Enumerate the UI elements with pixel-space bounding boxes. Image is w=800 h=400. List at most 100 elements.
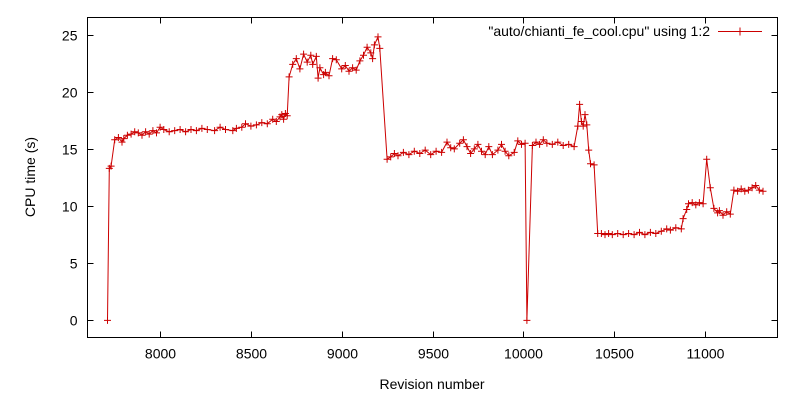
- data-point: [646, 228, 654, 236]
- data-point: [703, 155, 711, 163]
- y-tick-label: 5: [70, 256, 78, 272]
- data-point: [134, 129, 142, 137]
- data-point: [641, 231, 649, 239]
- data-point: [510, 148, 518, 156]
- data-point: [325, 72, 333, 80]
- data-point: [263, 120, 271, 128]
- data-point: [120, 135, 128, 143]
- x-tick-label: 10500: [595, 346, 634, 362]
- data-point: [309, 60, 317, 68]
- data-point: [488, 151, 496, 159]
- data-point: [734, 187, 742, 195]
- data-point: [399, 148, 407, 156]
- data-point: [630, 231, 638, 239]
- data-point: [203, 126, 211, 133]
- data-point: [307, 51, 315, 59]
- data-point: [405, 151, 413, 159]
- data-point: [360, 51, 367, 59]
- y-tick-label: 25: [62, 28, 78, 44]
- data-point: [387, 153, 395, 161]
- data-point: [752, 182, 760, 189]
- data-point: [583, 121, 591, 129]
- y-tick-label: 20: [62, 85, 78, 101]
- data-point: [341, 62, 349, 69]
- data-point: [521, 139, 529, 147]
- data-point: [258, 119, 266, 127]
- data-point: [666, 226, 674, 234]
- data-point: [683, 206, 691, 213]
- data-point: [463, 143, 471, 151]
- data-point: [332, 56, 340, 64]
- legend-marker: [736, 27, 744, 36]
- data-point: [182, 128, 190, 136]
- data-point: [636, 228, 643, 236]
- data-point: [394, 152, 402, 160]
- data-point: [123, 131, 131, 139]
- data-point: [447, 144, 455, 152]
- data-point: [587, 160, 594, 168]
- data-point: [349, 64, 357, 72]
- data-point: [505, 152, 513, 160]
- data-point: [160, 126, 168, 133]
- x-tick-label: 8500: [236, 346, 267, 362]
- data-point: [518, 140, 525, 148]
- data-point: [744, 186, 752, 194]
- data-point: [601, 231, 609, 239]
- data-point: [314, 74, 322, 82]
- data-point: [421, 146, 429, 154]
- y-tick-label: 15: [62, 142, 78, 158]
- data-point: [376, 44, 384, 52]
- data-point: [131, 128, 139, 136]
- series-line: [107, 35, 764, 321]
- data-point: [677, 225, 685, 233]
- data-point: [171, 127, 179, 135]
- data-point: [427, 151, 435, 159]
- data-point: [222, 126, 229, 133]
- data-point: [232, 124, 240, 132]
- data-point: [559, 142, 567, 149]
- data-point: [345, 67, 353, 75]
- data-point: [710, 204, 718, 212]
- data-point: [285, 73, 293, 81]
- data-point: [296, 65, 304, 73]
- data-point: [374, 33, 382, 41]
- x-tick-label: 11000: [687, 346, 725, 362]
- data-point: [597, 230, 605, 237]
- data-point: [548, 140, 556, 148]
- data-point: [577, 118, 585, 125]
- data-point: [316, 64, 324, 72]
- data-point: [303, 58, 311, 66]
- data-point: [554, 138, 562, 146]
- data-point: [280, 115, 288, 123]
- y-tick-label: 10: [62, 199, 78, 215]
- data-point: [216, 123, 224, 131]
- series-layer: [104, 33, 767, 324]
- data-point: [590, 161, 598, 169]
- data-point: [719, 211, 727, 219]
- data-point: [269, 115, 277, 123]
- x-tick-label: 9500: [418, 346, 449, 362]
- data-point: [289, 60, 297, 68]
- data-point: [579, 122, 587, 130]
- data-point: [300, 50, 308, 58]
- data-point: [605, 230, 613, 237]
- data-point: [467, 150, 475, 157]
- data-point: [585, 146, 593, 154]
- data-point: [663, 225, 671, 233]
- data-point: [688, 199, 696, 207]
- data-point: [581, 111, 589, 119]
- data-point: [672, 224, 680, 232]
- data-point: [432, 147, 440, 155]
- data-point: [187, 126, 195, 133]
- data-point: [118, 138, 126, 146]
- data-point: [229, 127, 237, 135]
- data-point: [741, 187, 749, 195]
- data-point: [723, 208, 731, 216]
- data-point: [748, 184, 756, 192]
- data-point: [608, 231, 616, 239]
- data-point: [247, 122, 255, 130]
- data-point: [107, 162, 115, 170]
- data-point: [338, 65, 346, 73]
- data-point: [532, 138, 540, 146]
